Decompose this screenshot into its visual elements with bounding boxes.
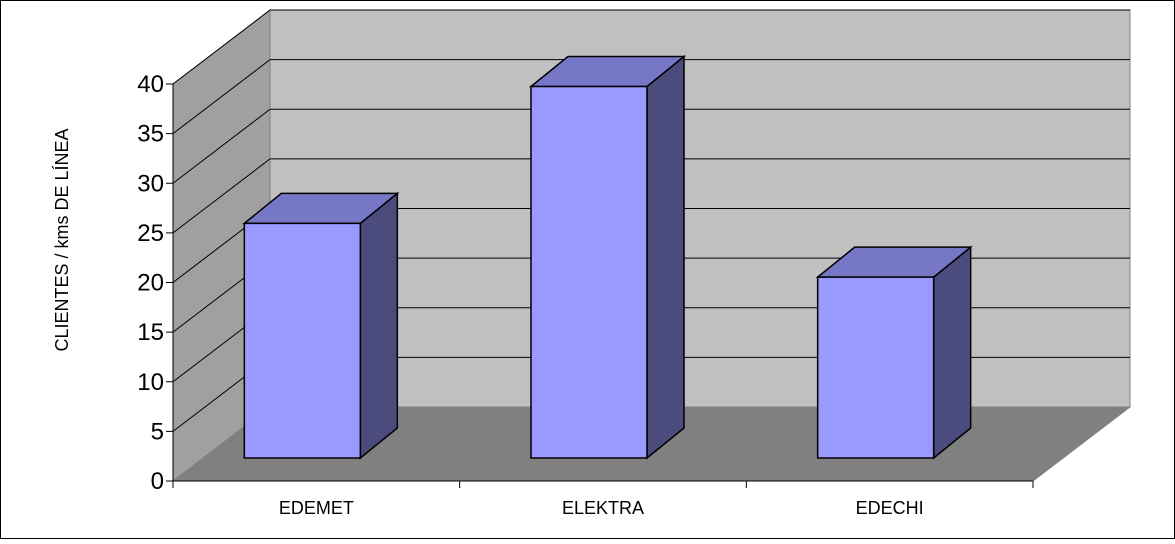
y-axis-label: CLIENTES / kms DE LÍNEA xyxy=(52,128,72,351)
x-tick-label: EDECHI xyxy=(856,498,924,518)
bar-front-face xyxy=(243,222,362,459)
bar-side-face xyxy=(932,245,972,460)
y-tick-label: 0 xyxy=(151,468,164,495)
x-tick-label: ELEKTRA xyxy=(562,498,644,518)
y-tick-label: 5 xyxy=(151,418,164,445)
gridline-side xyxy=(172,158,271,234)
axes: 0 5 10 15 20 25 30 35 40 EDEMET ELEKTRA EDECHI xyxy=(137,71,1034,518)
gridlines xyxy=(172,9,1130,432)
bars xyxy=(242,54,973,460)
y-tick-label: 10 xyxy=(137,369,164,396)
bar-edemet xyxy=(242,191,400,460)
y-tick-label: 35 xyxy=(137,121,164,148)
x-tick-label: EDEMET xyxy=(279,498,354,518)
gridline-side xyxy=(172,108,271,184)
y-tick-label: 15 xyxy=(137,319,164,346)
bar-front-face xyxy=(530,85,648,459)
gridline-side xyxy=(172,59,271,135)
y-tick-label: 25 xyxy=(137,220,164,247)
y-tick-label: 30 xyxy=(137,170,164,197)
gridline-side xyxy=(172,9,271,85)
bar-front-face xyxy=(816,276,935,459)
y-tick-label: 40 xyxy=(137,71,164,98)
y-tick-label: 20 xyxy=(137,270,164,297)
bar-edechi xyxy=(815,245,973,460)
bar-side-face xyxy=(646,54,685,460)
bar-side-face xyxy=(359,191,399,460)
bar-elektra xyxy=(528,54,687,460)
